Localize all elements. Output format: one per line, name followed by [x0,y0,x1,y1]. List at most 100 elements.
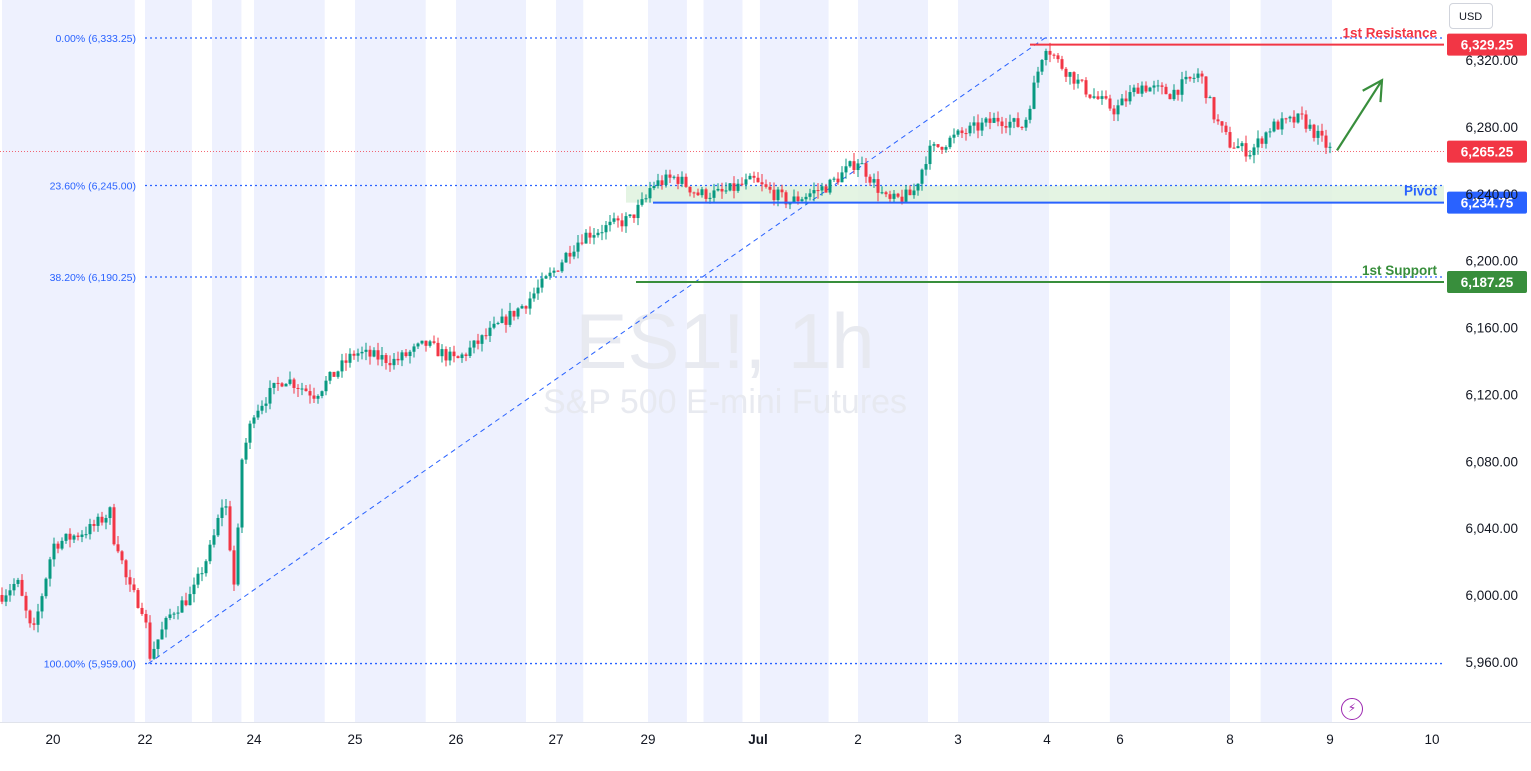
candle-body [896,193,900,197]
candle-body [676,176,680,184]
candle-body [560,262,564,272]
candle-body [812,190,816,194]
candle-body [748,175,752,180]
candle-body [520,306,524,309]
candle-body [744,179,748,185]
candle-body [452,351,456,357]
candle-body [376,350,380,360]
fib-retracement[interactable]: 0.00% (6,333.25) 23.60% (6,245.00) 38.20% … [0,33,1444,671]
candle-body [888,194,892,199]
candle-body [924,164,928,170]
candle-body [1320,130,1324,136]
candle-body [252,417,256,424]
y-tick-label: 6,240.00 [1465,187,1518,202]
candle-body [292,379,296,388]
candle-body [1004,126,1008,128]
candle-body [876,179,880,193]
candle-body [608,221,612,226]
last-price-tag [1447,140,1527,163]
candle-body [716,188,720,191]
level-price-label-resistance: 6,329.25 [1461,38,1514,53]
candle-body [528,298,532,309]
candle-body [1324,135,1328,148]
candle-body [1092,96,1096,98]
candle-body [1288,116,1292,119]
candle-body [624,216,628,227]
candle-body [360,351,364,354]
candle-body [1196,73,1200,78]
candle-body [224,506,228,508]
candle-body [1248,155,1252,157]
session-band [703,0,743,722]
candle-body [752,175,756,178]
session-band [254,0,325,722]
candle-body [756,177,760,183]
key-levels[interactable]: 1st Resistance 6,329.25 Pivot 6,234.75 1st S… [636,26,1527,294]
candle-body [1216,119,1220,122]
candle-body [184,600,188,606]
candle-body [364,349,368,352]
candle-body [0,595,4,602]
candle-body [656,180,660,186]
candle-body [1012,118,1016,122]
candle-body [1024,119,1028,128]
candle-body [412,346,416,352]
candle-body [496,322,500,324]
x-tick-label: 20 [45,732,60,747]
candle-body [132,584,136,591]
candle-body [328,371,332,381]
projection-arrow[interactable] [1336,78,1384,151]
candle-body [952,134,956,138]
candle-body [304,388,308,392]
level-price-tag-support [1447,271,1527,294]
candle-body [1124,98,1128,102]
candle-body [700,189,704,196]
candle-body [872,179,876,183]
session-band [648,0,687,722]
candle-body [104,518,108,523]
axes: 5,960.00 6,000.00 6,040.00 6,080.00 6,120.00… [0,53,1531,766]
candle-body [892,193,896,199]
level-price-label-support: 6,187.25 [1461,275,1514,290]
candle-body [568,252,572,257]
candle-body [932,144,936,146]
candle-body [1148,87,1152,92]
candle-body [60,540,64,549]
arrow-shaft[interactable] [1336,79,1383,151]
candle-body [760,182,764,185]
candle-body [1268,131,1272,133]
candle-body [640,199,644,205]
candle-body [1172,89,1176,100]
x-tick-label: Jul [748,732,768,747]
candle-body [1312,124,1316,138]
candle-body [392,358,396,366]
candle-body [380,355,384,360]
candle-body [208,544,212,562]
level-name-support: 1st Support [1362,263,1438,278]
candle-body [764,184,768,187]
level-price-tag-pivot [1447,191,1527,214]
candle-body [660,180,664,186]
currency-button[interactable]: USD [1449,3,1493,29]
candle-body [216,517,220,536]
candle-body [532,293,536,299]
arrow-head[interactable] [1362,78,1384,103]
session-band [958,0,1050,722]
candle-body [88,524,92,535]
candle-body [844,166,848,173]
fib-trend-line[interactable] [148,37,1046,664]
candle-body [1180,79,1184,95]
candle-body [516,308,520,317]
fib-level-label: 38.20% (6,190.25) [50,272,136,284]
candle-body [840,172,844,183]
candle-body [56,543,60,549]
candle-body [724,190,728,192]
candle-body [456,356,460,359]
x-tick-label: 10 [1424,732,1439,747]
candle-body [92,524,96,526]
candle-body [880,192,884,194]
lightning-bolt-icon[interactable]: ⚡ [1341,698,1363,720]
candle-body [232,550,236,585]
